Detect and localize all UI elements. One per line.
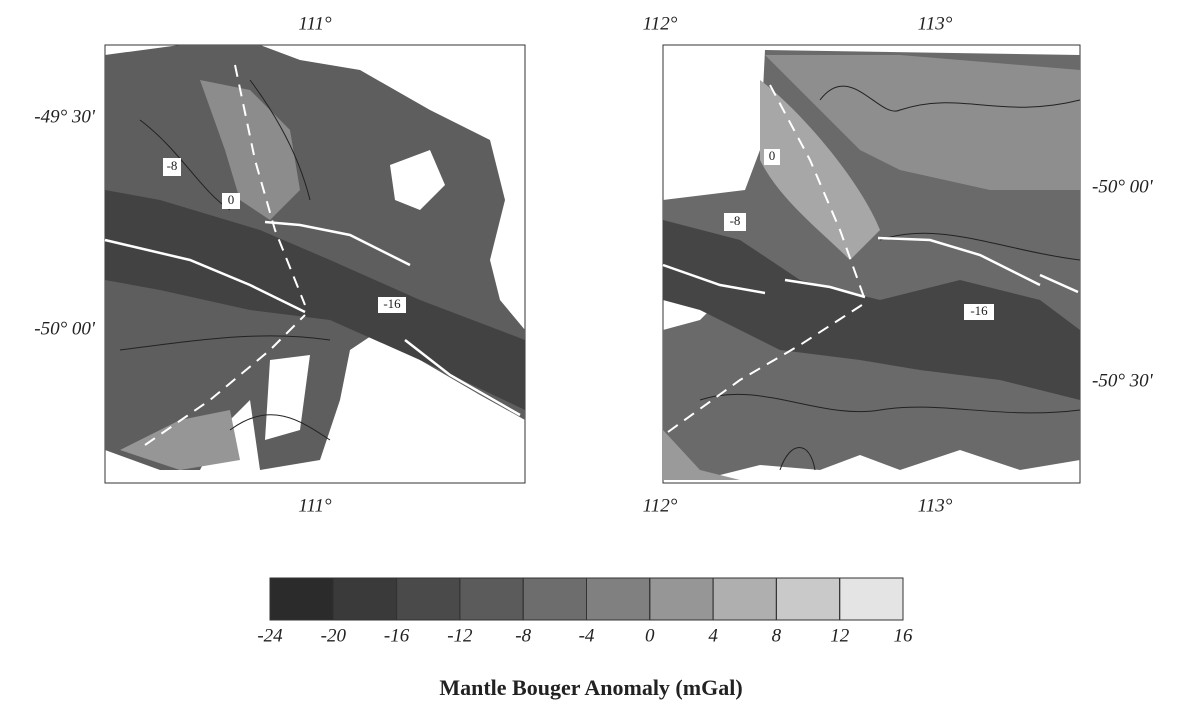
lon-label: 111° (298, 13, 332, 34)
lon-label: 112° (643, 13, 678, 34)
colorbar-swatch (840, 578, 903, 620)
colorbar-tick-label: -4 (579, 625, 595, 646)
colorbar-tick-label: -12 (447, 625, 473, 646)
contour-label: 0 (228, 192, 235, 207)
contour-label: -8 (167, 158, 178, 173)
colorbar-tick-label: -20 (321, 625, 347, 646)
lat-label: -50° 00' (34, 318, 96, 339)
colorbar-swatch (587, 578, 650, 620)
lon-label: 112° (643, 495, 678, 516)
lon-label: 113° (918, 13, 953, 34)
colorbar-swatch (397, 578, 460, 620)
colorbar-swatch (333, 578, 396, 620)
figure: 111° 111° -49° 30' -50° 00' -8 0 -16 112… (0, 0, 1183, 706)
colorbar-swatch (650, 578, 713, 620)
colorbar-title: Mantle Bouger Anomaly (mGal) (439, 675, 742, 700)
left-map: 111° 111° -49° 30' -50° 00' -8 0 -16 (34, 13, 525, 516)
right-map: 112° 113° 112° 113° -50° 00' -50° 30' 0 … (643, 13, 1154, 516)
colorbar-tick-label: -24 (257, 625, 283, 646)
colorbar-tick-label: -8 (515, 625, 531, 646)
colorbar-tick-label: 4 (708, 625, 718, 646)
lon-label: 111° (298, 495, 332, 516)
colorbar-tick-label: 8 (772, 625, 782, 646)
lon-label: 113° (918, 495, 953, 516)
colorbar-swatch (776, 578, 839, 620)
colorbar-swatch (270, 578, 333, 620)
colorbar: -24 -20 -16 -12 -8 -4 0 4 8 12 16 (257, 578, 913, 646)
contour-label: 0 (769, 148, 776, 163)
colorbar-swatch (460, 578, 523, 620)
colorbar-tick-label: 16 (894, 625, 914, 646)
contour-label: -8 (730, 213, 741, 228)
lat-label: -50° 30' (1092, 370, 1154, 391)
contour-label: -16 (970, 303, 988, 318)
lat-label: -50° 00' (1092, 176, 1154, 197)
colorbar-tick-label: 12 (830, 625, 850, 646)
colorbar-swatch (713, 578, 776, 620)
colorbar-tick-label: -16 (384, 625, 410, 646)
colorbar-tick-label: 0 (645, 625, 655, 646)
lat-label: -49° 30' (34, 106, 96, 127)
colorbar-swatch (523, 578, 586, 620)
contour-label: -16 (383, 296, 401, 311)
